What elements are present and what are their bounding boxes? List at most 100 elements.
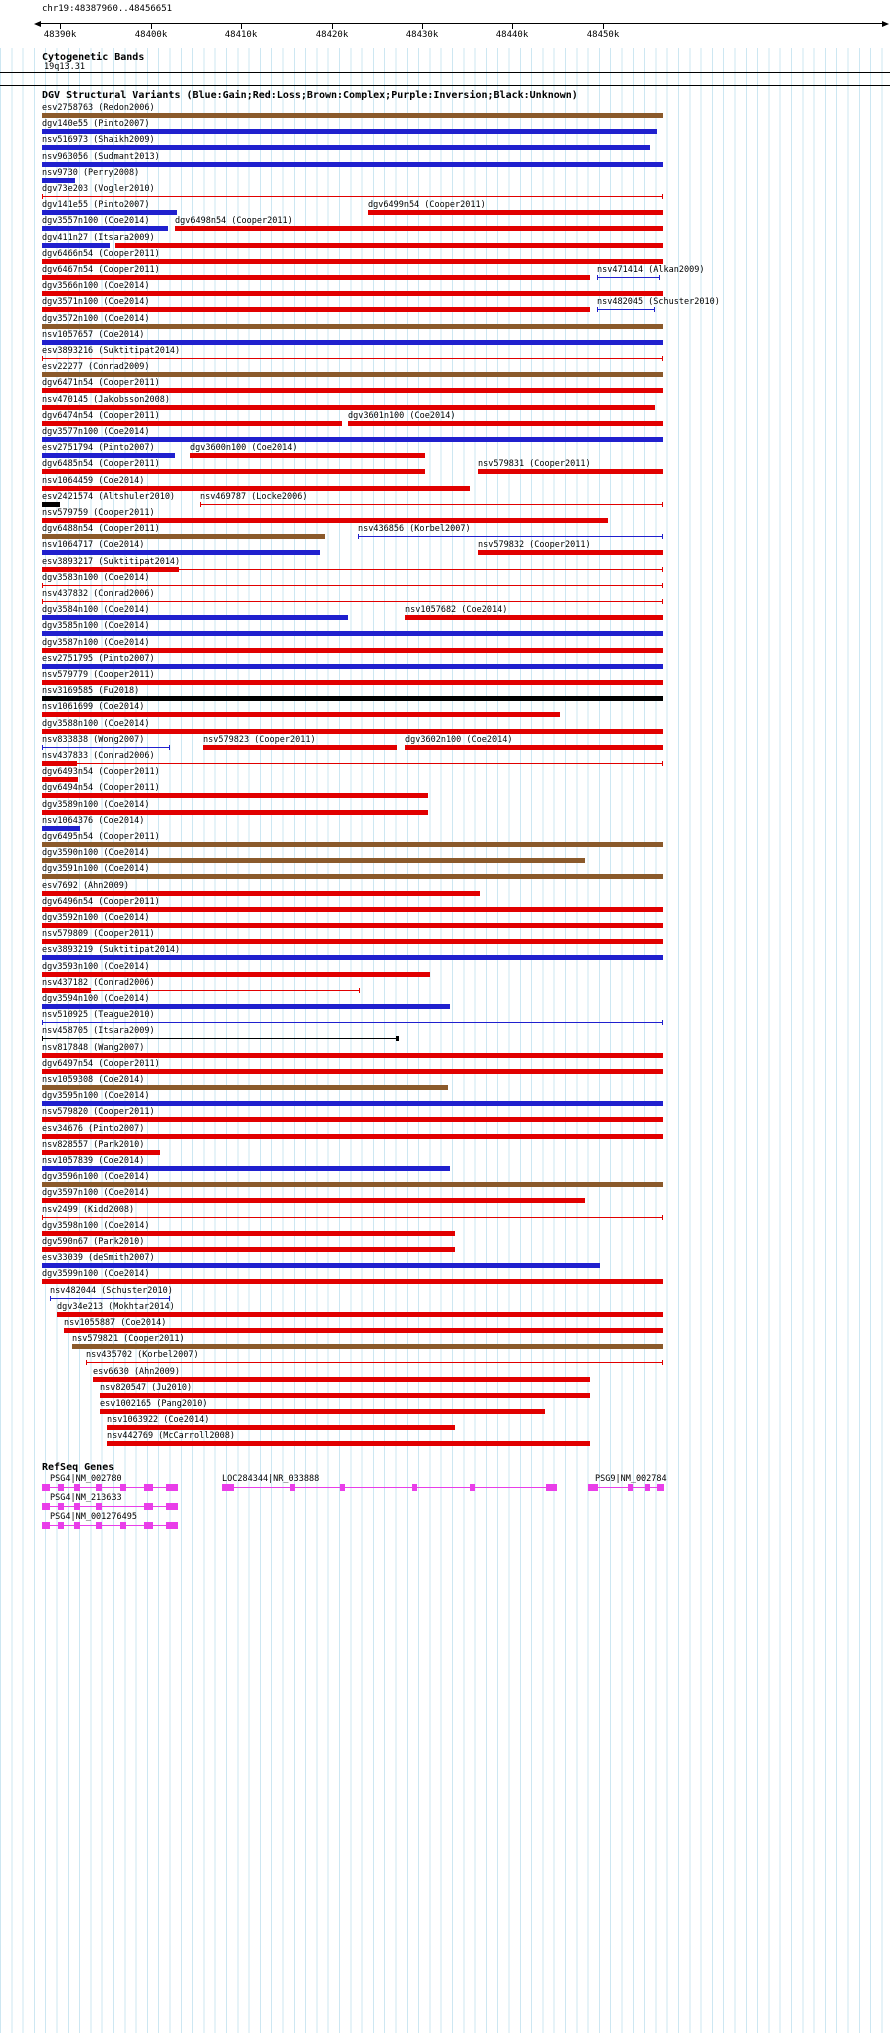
variant-bar[interactable] (42, 939, 663, 945)
variant-bar[interactable] (42, 177, 75, 183)
variant-bar[interactable] (42, 1101, 663, 1107)
variant-bar[interactable] (42, 906, 663, 912)
variant-bar[interactable] (348, 420, 663, 426)
variant-bar[interactable] (42, 1214, 663, 1220)
variant-bar[interactable] (42, 1036, 398, 1042)
variant-bar[interactable] (597, 307, 655, 313)
variant-bar[interactable] (405, 744, 663, 750)
gene-exon[interactable] (74, 1484, 80, 1491)
gene-exon[interactable] (166, 1522, 178, 1529)
variant-bar[interactable] (42, 615, 348, 621)
variant-bar[interactable] (42, 210, 177, 216)
variant-bar[interactable] (42, 793, 428, 799)
variant-bar[interactable] (42, 631, 663, 637)
variant-bar[interactable] (42, 1004, 450, 1009)
variant-bar[interactable] (107, 1441, 590, 1447)
variant-bar[interactable] (405, 615, 663, 621)
variant-bar[interactable] (42, 518, 608, 523)
variant-bar[interactable] (358, 534, 663, 540)
variant-bar[interactable] (42, 194, 663, 199)
variant-bar[interactable] (42, 1198, 585, 1204)
gene-exon[interactable] (588, 1484, 598, 1491)
variant-bar[interactable] (42, 955, 663, 961)
variant-bar[interactable] (42, 485, 470, 491)
variant-bar[interactable] (42, 582, 663, 588)
variant-bar[interactable] (42, 129, 657, 135)
variant-bar[interactable] (42, 761, 76, 766)
variant-bar[interactable] (203, 744, 397, 750)
variant-bar[interactable] (42, 437, 663, 442)
variant-bar[interactable] (368, 210, 663, 216)
variant-bar[interactable] (42, 453, 175, 459)
variant-bar[interactable] (42, 550, 320, 556)
variant-bar[interactable] (42, 1149, 160, 1155)
variant-bar[interactable] (86, 1360, 663, 1366)
variant-bar[interactable] (42, 420, 342, 426)
variant-bar[interactable] (42, 777, 78, 783)
variant-bar[interactable] (42, 501, 60, 507)
gene-exon[interactable] (144, 1503, 153, 1510)
gene-exon[interactable] (166, 1503, 178, 1510)
gene-exon[interactable] (58, 1522, 64, 1529)
variant-bar[interactable] (42, 372, 663, 378)
variant-bar[interactable] (42, 566, 178, 572)
gene-model[interactable] (42, 1525, 178, 1526)
variant-bar[interactable] (42, 647, 663, 653)
gene-model[interactable] (42, 1506, 178, 1507)
gene-exon[interactable] (470, 1484, 475, 1491)
variant-bar[interactable] (76, 761, 663, 766)
gene-exon[interactable] (42, 1522, 50, 1529)
variant-bar[interactable] (478, 550, 663, 556)
variant-bar[interactable] (42, 696, 663, 702)
variant-bar[interactable] (42, 145, 650, 151)
variant-bar[interactable] (42, 923, 663, 928)
gene-exon[interactable] (74, 1522, 80, 1529)
gene-exon[interactable] (166, 1484, 178, 1491)
gene-exon[interactable] (290, 1484, 295, 1491)
variant-bar[interactable] (42, 291, 663, 297)
variant-bar[interactable] (42, 404, 655, 410)
variant-bar[interactable] (115, 242, 663, 248)
gene-exon[interactable] (58, 1484, 64, 1491)
gene-exon[interactable] (74, 1503, 80, 1510)
gene-model[interactable] (42, 1487, 178, 1488)
variant-bar[interactable] (42, 1117, 663, 1123)
variant-bar[interactable] (178, 566, 663, 572)
variant-bar[interactable] (42, 599, 663, 604)
gene-exon[interactable] (58, 1503, 64, 1510)
variant-bar[interactable] (190, 453, 425, 459)
variant-bar[interactable] (42, 113, 663, 118)
variant-bar[interactable] (42, 825, 80, 831)
gene-exon[interactable] (42, 1503, 50, 1510)
variant-bar[interactable] (42, 1279, 663, 1285)
variant-bar[interactable] (93, 1376, 590, 1382)
variant-bar[interactable] (72, 1344, 663, 1350)
gene-exon[interactable] (222, 1484, 234, 1491)
variant-bar[interactable] (42, 744, 170, 750)
variant-bar[interactable] (597, 275, 660, 280)
variant-bar[interactable] (64, 1328, 663, 1333)
variant-bar[interactable] (478, 469, 663, 475)
variant-bar[interactable] (42, 469, 425, 475)
variant-bar[interactable] (42, 242, 110, 248)
gene-exon[interactable] (96, 1522, 102, 1529)
variant-bar[interactable] (42, 1166, 450, 1171)
gene-exon[interactable] (42, 1484, 50, 1491)
gene-exon[interactable] (340, 1484, 345, 1491)
variant-bar[interactable] (42, 307, 590, 313)
variant-bar[interactable] (42, 842, 663, 847)
variant-bar[interactable] (42, 971, 430, 977)
gene-exon[interactable] (628, 1484, 633, 1491)
variant-bar[interactable] (42, 1247, 455, 1252)
cytoband-box[interactable] (0, 72, 890, 86)
variant-bar[interactable] (175, 226, 663, 232)
variant-bar[interactable] (100, 1392, 590, 1398)
variant-bar[interactable] (42, 1263, 600, 1269)
variant-bar[interactable] (100, 1409, 545, 1414)
variant-bar[interactable] (42, 388, 663, 394)
variant-bar[interactable] (42, 1020, 663, 1026)
gene-exon[interactable] (546, 1484, 557, 1491)
variant-bar[interactable] (42, 1182, 663, 1188)
gene-exon[interactable] (645, 1484, 650, 1491)
variant-bar[interactable] (42, 534, 325, 540)
